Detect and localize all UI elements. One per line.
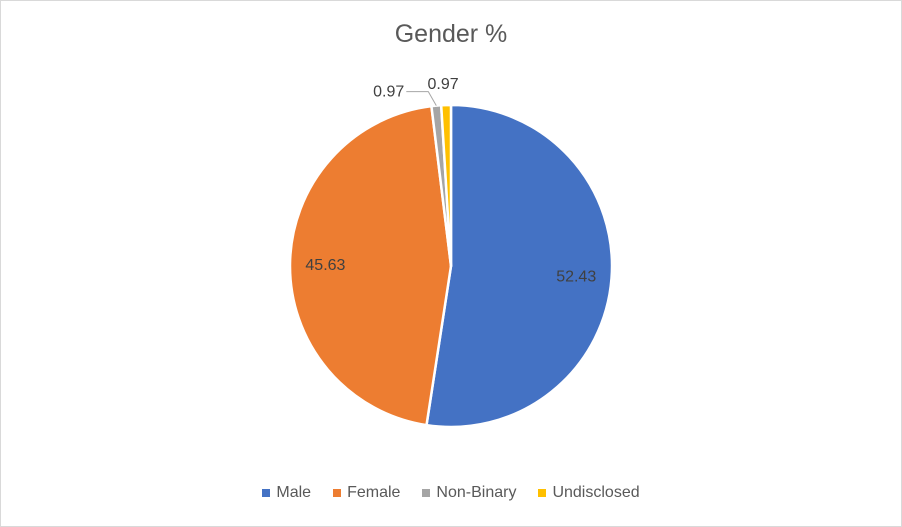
legend-swatch-male xyxy=(262,489,271,497)
legend-item-non-binary: Non-Binary xyxy=(422,484,516,502)
legend-label-non-binary: Non-Binary xyxy=(436,484,517,501)
pie-slice-undisclosed xyxy=(439,103,453,268)
legend-label-male: Male xyxy=(276,484,312,501)
data-label-non-binary: 0.97 xyxy=(373,84,404,101)
legend-item-male: Male xyxy=(262,484,311,502)
data-label-female: 45.63 xyxy=(305,257,345,274)
legend-item-female: Female xyxy=(333,484,400,502)
legend: Male Female Non-Binary Undisclosed xyxy=(0,484,902,502)
pie-slice-male xyxy=(425,103,614,429)
pie-slice-female xyxy=(288,104,453,427)
chart-title: Gender % xyxy=(394,20,508,48)
leader-line-non-binary xyxy=(406,91,437,106)
data-label-undisclosed: 0.97 xyxy=(428,76,459,93)
legend-swatch-female xyxy=(333,489,342,497)
legend-swatch-undisclosed xyxy=(538,489,547,497)
legend-label-female: Female xyxy=(347,484,401,501)
legend-item-undisclosed: Undisclosed xyxy=(538,484,640,502)
data-label-male: 52.43 xyxy=(556,269,596,286)
legend-swatch-non-binary xyxy=(422,489,431,497)
legend-label-undisclosed: Undisclosed xyxy=(552,484,640,501)
